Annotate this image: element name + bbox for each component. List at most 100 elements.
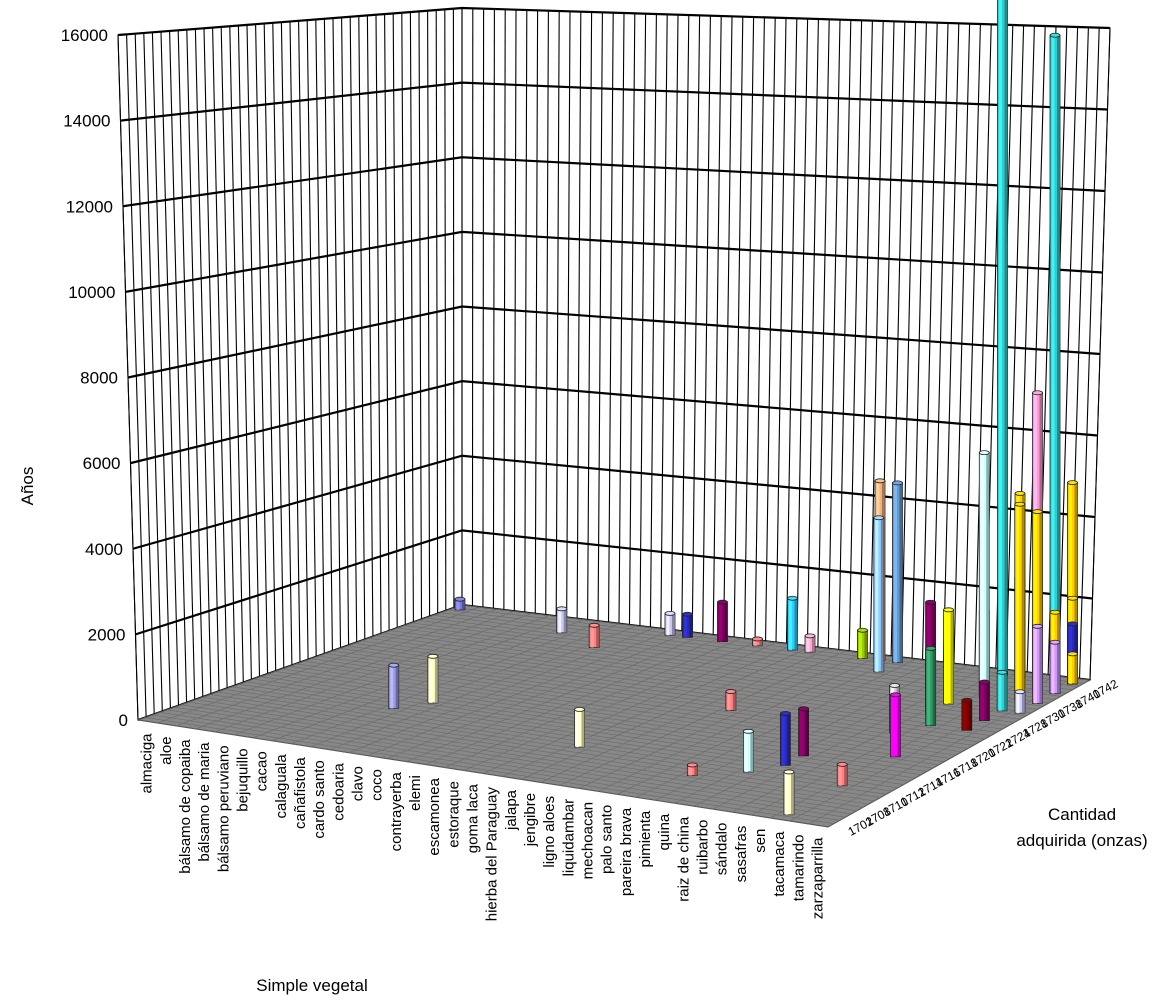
category-label: coco (369, 769, 386, 801)
floor-gridline (597, 654, 881, 792)
bar-shadow (794, 598, 798, 651)
wall-gridline-horizontal (125, 230, 1103, 293)
bar (1049, 32, 1061, 683)
floor-gridline (463, 640, 759, 771)
bar-highlight (744, 731, 748, 772)
bar-shadow (880, 517, 884, 672)
floor-gridline (521, 646, 812, 780)
y-tick-label: 0 (119, 711, 128, 730)
bar-top (1049, 32, 1061, 38)
category-label: clavo (349, 766, 366, 801)
bar-highlight (456, 599, 460, 610)
bar-highlight (1033, 511, 1037, 692)
bar-highlight (806, 635, 810, 653)
floor-gridline (578, 652, 864, 789)
floor-gridline (712, 667, 986, 810)
floor-gridline (502, 644, 794, 777)
floor-gridline (617, 656, 899, 795)
bar-highlight (891, 694, 895, 757)
y-tick-label: 14000 (63, 112, 110, 131)
floor-gridline (195, 610, 515, 730)
category-label: jalapa (503, 789, 520, 831)
bar (783, 769, 795, 816)
bar-top (1032, 623, 1043, 629)
floor-gridline (329, 625, 637, 751)
y-axis-ticks: 0 2000 4000 6000 8000 10000 12000 14000 16000 (61, 26, 128, 730)
bar-highlight (998, 672, 1002, 711)
floor-gridline (231, 686, 904, 785)
bar-shadow (395, 665, 399, 709)
bar-highlight (1051, 642, 1055, 694)
bar (961, 697, 973, 731)
floor-gridline (406, 633, 707, 762)
bar-highlight (785, 771, 789, 815)
z-axis-label-line1: Cantidad (1048, 805, 1116, 824)
bar-top (978, 450, 990, 456)
bar (588, 622, 600, 648)
bar-top (1067, 651, 1078, 657)
bar-shadow (932, 648, 936, 726)
bar-shadow (1004, 672, 1008, 711)
bar-shadow (844, 764, 848, 786)
floor-gridline (310, 623, 620, 748)
bar (556, 606, 568, 634)
bar (388, 662, 400, 709)
bar-top (1067, 595, 1078, 601)
bar (752, 636, 763, 647)
bar-highlight (999, 0, 1003, 676)
bar-shadow (1074, 653, 1078, 684)
floor-gridline (214, 613, 532, 733)
floor-gridline (217, 691, 893, 792)
category-label: pimienta (637, 810, 654, 867)
category-label: tacamaca (771, 831, 788, 897)
floor-gridline (444, 638, 742, 768)
bar (427, 653, 439, 704)
bar-top (961, 697, 973, 703)
bar-top (742, 728, 754, 734)
category-label: sen (752, 829, 769, 853)
bar (725, 689, 737, 711)
bar (686, 762, 698, 777)
bar-top (804, 633, 816, 639)
bar-shadow (1021, 504, 1025, 702)
bar-shadow (694, 764, 698, 776)
bar-top (1014, 689, 1026, 695)
floor-gridline (291, 621, 602, 745)
bar-shadow (434, 656, 438, 703)
bar-shadow (724, 602, 728, 642)
bar-top (1014, 491, 1026, 496)
floor-gridline (159, 712, 846, 818)
category-label: ruibarbo (694, 820, 711, 875)
bar (836, 761, 848, 787)
bar-top (686, 762, 698, 768)
floor-gridline (440, 612, 1073, 691)
bar-top (943, 607, 954, 613)
y-tick-label: 10000 (68, 283, 115, 302)
bar-highlight (945, 609, 949, 704)
category-label: mechoacan (579, 802, 596, 880)
bar-top (779, 711, 791, 716)
bar (574, 707, 585, 748)
wall-gridline-horizontal (122, 156, 1106, 208)
bar-highlight (390, 665, 394, 709)
bar-highlight (1033, 626, 1037, 704)
bar-shadow (563, 608, 567, 633)
bar-shadow (864, 630, 868, 659)
wall-gridline-vertical (117, 34, 139, 721)
floor-gridline (317, 655, 974, 746)
bar-highlight (558, 608, 562, 633)
bar (978, 450, 990, 698)
bar-top (454, 596, 466, 602)
floor-gridline (425, 635, 724, 765)
bar-highlight (727, 691, 731, 711)
series-label: 1742 (1090, 677, 1120, 702)
bar (742, 728, 754, 773)
floor-gridline (332, 650, 986, 740)
floor-gridline (188, 701, 869, 805)
category-label: tamarindo (790, 835, 807, 902)
category-label: palo santo (599, 805, 616, 874)
y-tick-label: 12000 (66, 197, 113, 216)
bar (798, 706, 809, 757)
bar-highlight (781, 713, 785, 766)
bar-shadow (805, 708, 809, 756)
